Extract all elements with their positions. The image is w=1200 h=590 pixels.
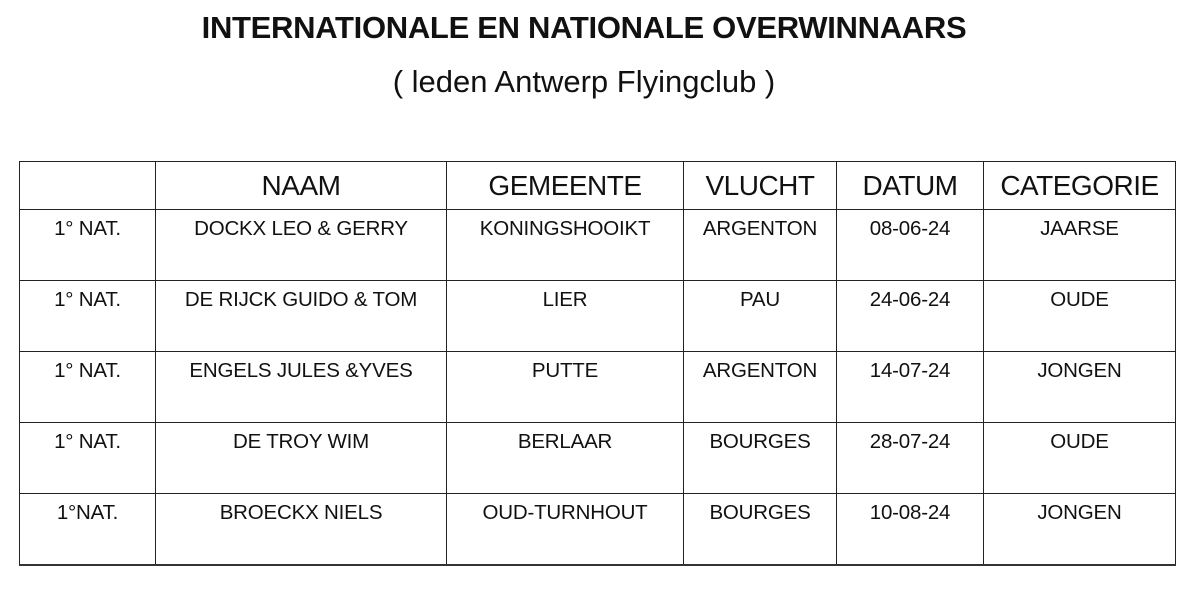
cell-naam: DOCKX LEO & GERRY [155, 209, 447, 281]
column-header-rank [19, 161, 156, 210]
column-header-gemeente: GEMEENTE [446, 161, 684, 210]
page-title: INTERNATIONALE EN NATIONALE OVERWINNAARS [201, 10, 967, 45]
cell-naam: BROECKX NIELS [155, 493, 447, 566]
cell-datum: 14-07-24 [836, 351, 984, 423]
cell-naam: ENGELS JULES &YVES [155, 351, 447, 423]
table-row: 1°NAT. BROECKX NIELS OUD-TURNHOUT BOURGES 10… [19, 493, 1176, 566]
cell-vlucht: PAU [683, 280, 837, 352]
cell-categorie: OUDE [983, 280, 1176, 352]
table-row: 1° NAT. DE RIJCK GUIDO & TOM LIER PAU 24-06-… [19, 280, 1176, 352]
cell-gemeente: BERLAAR [446, 422, 684, 494]
cell-categorie: JAARSE [983, 209, 1176, 281]
cell-categorie: JONGEN [983, 493, 1176, 566]
cell-naam: DE RIJCK GUIDO & TOM [155, 280, 447, 352]
cell-naam: DE TROY WIM [155, 422, 447, 494]
cell-datum: 28-07-24 [836, 422, 984, 494]
cell-gemeente: KONINGSHOOIKT [446, 209, 684, 281]
cell-categorie: JONGEN [983, 351, 1176, 423]
winners-table: NAAM GEMEENTE VLUCHT DATUM CATEGORIE 1° NAT.… [19, 161, 1176, 566]
column-header-vlucht: VLUCHT [683, 161, 837, 210]
cell-vlucht: BOURGES [683, 422, 837, 494]
cell-rank: 1° NAT. [19, 351, 156, 423]
table-row: 1° NAT. DOCKX LEO & GERRY KONINGSHOOIKT ARG… [19, 209, 1176, 281]
table-header-row: NAAM GEMEENTE VLUCHT DATUM CATEGORIE [19, 161, 1176, 210]
table-row: 1° NAT. DE TROY WIM BERLAAR BOURGES 28-07-24… [19, 422, 1176, 494]
cell-vlucht: ARGENTON [683, 209, 837, 281]
cell-datum: 08-06-24 [836, 209, 984, 281]
cell-rank: 1° NAT. [19, 280, 156, 352]
cell-gemeente: PUTTE [446, 351, 684, 423]
cell-vlucht: BOURGES [683, 493, 837, 566]
column-header-datum: DATUM [836, 161, 984, 210]
cell-categorie: OUDE [983, 422, 1176, 494]
cell-rank: 1° NAT. [19, 209, 156, 281]
page-subtitle: ( leden Antwerp Flyingclub ) [392, 64, 776, 99]
cell-rank: 1°NAT. [19, 493, 156, 566]
column-header-categorie: CATEGORIE [983, 161, 1176, 210]
cell-datum: 24-06-24 [836, 280, 984, 352]
cell-datum: 10-08-24 [836, 493, 984, 566]
cell-gemeente: LIER [446, 280, 684, 352]
column-header-naam: NAAM [155, 161, 447, 210]
cell-vlucht: ARGENTON [683, 351, 837, 423]
cell-rank: 1° NAT. [19, 422, 156, 494]
table-row: 1° NAT. ENGELS JULES &YVES PUTTE ARGENTON 14… [19, 351, 1176, 423]
cell-gemeente: OUD-TURNHOUT [446, 493, 684, 566]
